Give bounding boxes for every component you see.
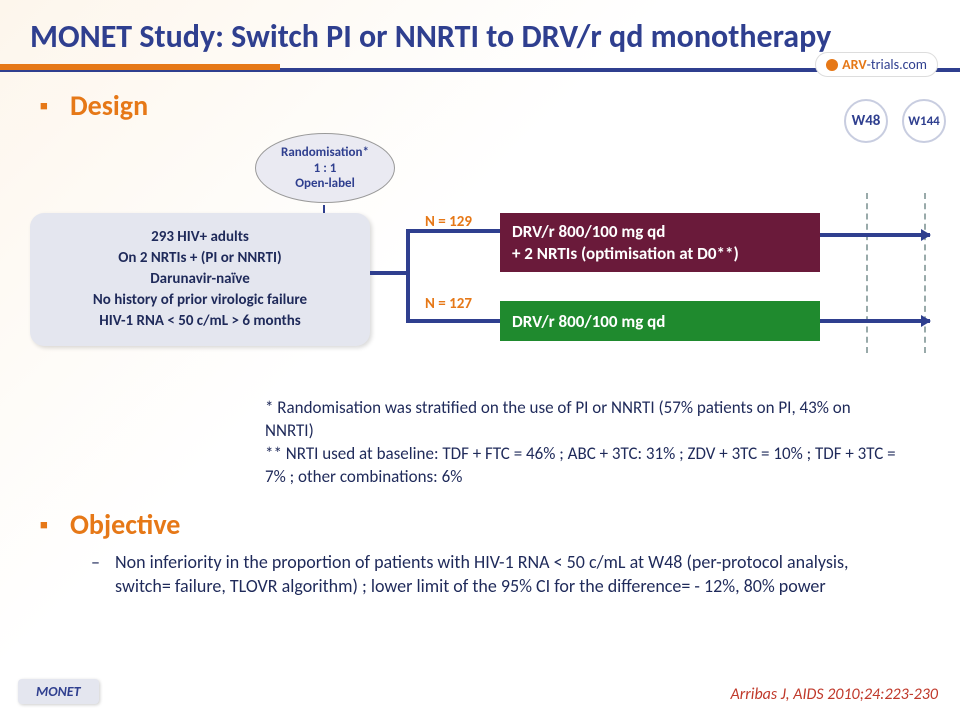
footnote-2: ** NRTI used at baseline: TDF + FTC = 46… xyxy=(265,443,900,489)
pop-l3: Darunavir-naïve xyxy=(42,269,358,290)
flow-vline xyxy=(406,229,410,323)
arm1-l1: DRV/r 800/100 mg qd xyxy=(512,221,808,242)
flow-arm2-line xyxy=(406,319,500,323)
w48-dashline xyxy=(866,193,868,353)
randomisation-oval: Randomisation* 1 : 1 Open-label xyxy=(255,133,395,203)
study-tag: MONET xyxy=(18,679,99,704)
objective-heading: Objective xyxy=(0,507,960,542)
logo-dot-icon xyxy=(826,59,838,71)
w144-dashline xyxy=(924,193,926,353)
arm2-box: DRV/r 800/100 mg qd xyxy=(500,301,820,341)
divider: ARV-trials.com xyxy=(0,64,960,74)
objective-text: Non inferiority in the proportion of pat… xyxy=(115,550,900,599)
arm1-arrow-icon xyxy=(820,233,930,237)
flow-trunk xyxy=(370,271,410,275)
logo-arv: ARV xyxy=(842,56,866,73)
rand-l3: Open-label xyxy=(295,176,355,192)
pop-l1: 293 HIV+ adults xyxy=(42,227,358,248)
rand-l1: Randomisation* xyxy=(281,145,369,161)
population-box: 293 HIV+ adults On 2 NRTIs + (PI or NNRT… xyxy=(30,213,370,346)
timepoint-w48: W48 xyxy=(844,99,888,143)
arm1-box: DRV/r 800/100 mg qd + 2 NRTIs (optimisat… xyxy=(500,213,820,272)
timepoint-w144: W144 xyxy=(902,99,946,143)
pop-l2: On 2 NRTIs + (PI or NNRTI) xyxy=(42,248,358,269)
arm1-n: N = 129 xyxy=(425,213,472,231)
rand-l2: 1 : 1 xyxy=(314,161,337,177)
logo-trials: -trials.com xyxy=(867,56,927,73)
logo: ARV-trials.com xyxy=(815,52,938,77)
citation: Arribas J, AIDS 2010;24:223-230 xyxy=(731,685,938,704)
arm2-n: N = 127 xyxy=(425,295,472,313)
footnotes: * Randomisation was stratified on the us… xyxy=(265,397,900,489)
footnote-1: * Randomisation was stratified on the us… xyxy=(265,397,900,443)
slide-title: MONET Study: Switch PI or NNRTI to DRV/r… xyxy=(0,0,960,64)
arm2-arrow-icon xyxy=(820,319,930,323)
pop-l5: HIV-1 RNA < 50 c/mL > 6 months xyxy=(42,311,358,332)
study-diagram: W48 W144 Randomisation* 1 : 1 Open-label… xyxy=(0,133,960,393)
arm1-l2: + 2 NRTIs (optimisation at D0**) xyxy=(512,243,808,264)
design-heading: Design xyxy=(0,88,960,123)
pop-l4: No history of prior virologic failure xyxy=(42,290,358,311)
